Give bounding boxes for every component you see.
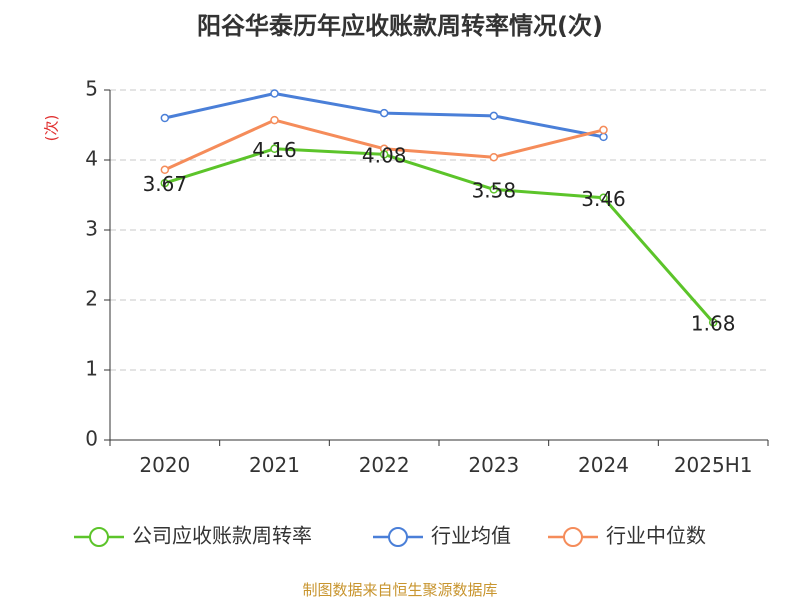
- data-label: 3.58: [472, 178, 517, 202]
- legend-swatch-marker: [388, 527, 408, 547]
- legend-swatch-marker: [563, 527, 583, 547]
- legend: 公司应收账款周转率 行业均值 行业中位数: [74, 524, 706, 548]
- data-point: [489, 152, 499, 162]
- y-tick-label: 2: [85, 287, 98, 311]
- data-point: [160, 165, 170, 175]
- y-tick-label: 5: [85, 77, 98, 101]
- data-point: [270, 144, 279, 154]
- chart-title: 阳谷华泰历年应收账款周转率情况(次): [197, 12, 603, 40]
- legend-label: 公司应收账款周转率: [132, 524, 312, 548]
- legend-label: 行业中位数: [606, 524, 706, 548]
- x-tick-label: 2021: [249, 453, 300, 477]
- data-point: [270, 115, 279, 125]
- data-point: [379, 108, 389, 118]
- data-point: [489, 185, 499, 194]
- y-tick-label: 0: [85, 427, 98, 451]
- data-label: 3.46: [581, 187, 626, 211]
- data-point: [270, 89, 279, 98]
- legend-label: 行业均值: [431, 524, 511, 548]
- y-tick-label: 1: [85, 357, 98, 381]
- series-layer: [160, 89, 718, 327]
- grid-layer: [110, 89, 768, 371]
- y-tick-label: 3: [85, 217, 98, 241]
- data-label-layer: 3.67 4.16 4.08 3.58 3.46 1.68: [143, 138, 736, 336]
- x-tick-label: 2020: [139, 453, 190, 477]
- x-tick-label: 2024: [578, 453, 629, 477]
- data-label: 1.68: [691, 311, 736, 335]
- series-line: [164, 147, 715, 324]
- data-point: [708, 318, 718, 327]
- data-label: 4.16: [252, 138, 297, 162]
- y-axis-label: (次): [43, 115, 61, 142]
- data-point: [160, 178, 170, 188]
- axis-layer: 0 1 2 3 4 5 2020 2021 2022 2023 2024 2025H1: [85, 77, 769, 477]
- data-label: 3.67: [143, 172, 188, 196]
- data-point: [379, 150, 389, 159]
- data-point: [599, 193, 608, 203]
- x-tick-label: 2023: [468, 453, 519, 477]
- data-label: 4.08: [362, 143, 407, 167]
- data-point: [489, 111, 499, 121]
- data-point: [599, 125, 608, 135]
- x-tick-label: 2025H1: [674, 453, 753, 477]
- y-tick-label: 4: [85, 147, 98, 171]
- legend-swatch-marker: [89, 527, 109, 547]
- x-tick-label: 2022: [359, 453, 410, 477]
- data-point: [160, 113, 170, 123]
- source-note: 制图数据来自恒生聚源数据库: [302, 581, 497, 599]
- data-point: [599, 132, 608, 142]
